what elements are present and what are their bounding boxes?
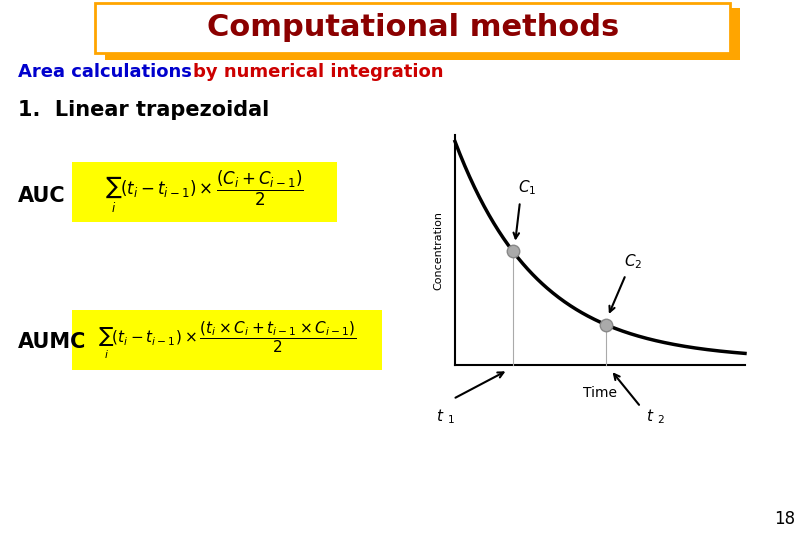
Text: $C_1$: $C_1$: [518, 179, 536, 198]
Text: by numerical integration: by numerical integration: [193, 63, 444, 81]
Text: $\sum_i(t_i - t_{i-1})\times\dfrac{(C_i + C_{i-1})}{2}$: $\sum_i(t_i - t_{i-1})\times\dfrac{(C_i …: [104, 169, 304, 215]
Bar: [72, 162, 337, 222]
Text: AUMC: AUMC: [18, 332, 87, 352]
Text: $t\ _1$: $t\ _1$: [436, 408, 454, 427]
Text: $C_2$: $C_2$: [624, 252, 642, 271]
Text: $t\ _2$: $t\ _2$: [646, 408, 665, 427]
Text: Concentration: Concentration: [433, 211, 443, 289]
Text: 18: 18: [774, 510, 795, 528]
Bar: [95, 3, 730, 53]
Text: 1.  Linear trapezoidal: 1. Linear trapezoidal: [18, 100, 269, 120]
Bar: [72, 310, 382, 370]
Text: Area calculations: Area calculations: [18, 63, 198, 81]
Text: AUC: AUC: [18, 186, 66, 206]
Text: Time: Time: [583, 386, 617, 400]
Text: Computational methods: Computational methods: [207, 14, 619, 43]
Text: $\sum_i(t_i - t_{i-1})\times\dfrac{(t_i\times C_i + t_{i-1}\times C_{i-1})}{2}$: $\sum_i(t_i - t_{i-1})\times\dfrac{(t_i\…: [98, 320, 356, 361]
Bar: [105, 8, 740, 60]
